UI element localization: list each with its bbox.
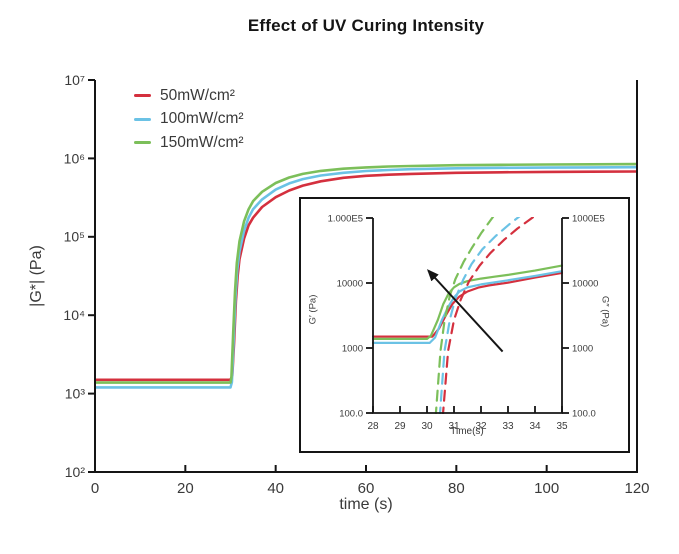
x-tick-label: 33: [502, 421, 514, 432]
inset-y-ticks: 100.0 100.0 1000 1000 10000 10000 1.000E5 1000E…: [328, 213, 605, 419]
x-tick-label: 40: [267, 480, 284, 497]
x-tick-label: 32: [475, 421, 487, 432]
x-tick-label: 28: [367, 421, 379, 432]
x-tick-label: 34: [529, 421, 541, 432]
y-tick-label-right: 1000: [572, 343, 593, 354]
y-tick-label: 1000: [342, 343, 363, 354]
inset-y-axis-label-left: G′ (Pa): [307, 294, 319, 325]
x-tick-label: 120: [624, 480, 649, 497]
curve-g-100mw-cm: [438, 217, 521, 414]
y-tick-label: 1.000E5: [328, 213, 363, 224]
x-tick-label: 0: [91, 480, 99, 497]
x-tick-label: 35: [556, 421, 568, 432]
chart-title: Effect of UV Curing Intensity: [247, 16, 485, 35]
inset-x-ticks: 28 29 30 31 32 33 34 35: [367, 406, 568, 432]
y-tick-label: 10²: [65, 464, 86, 480]
legend: 50mW/cm² 100mW/cm² 150mW/cm²: [134, 84, 244, 155]
legend-dash-green: [134, 141, 151, 145]
y-tick-label: 10⁶: [64, 150, 85, 166]
curve-g-150mw-cm: [434, 217, 495, 414]
inset-axes: [372, 218, 563, 414]
x-tick-label: 60: [358, 480, 375, 497]
main-curves: [94, 162, 638, 389]
x-tick-label: 20: [177, 480, 194, 497]
y-tick-label: 10⁴: [63, 307, 85, 323]
legend-item-100mw: 100mW/cm²: [134, 108, 244, 132]
y-tick-label-right: 100.0: [572, 408, 596, 419]
annotation-arrow: [426, 269, 504, 353]
x-tick-label: 80: [448, 480, 465, 497]
main-y-axis-label: |G*| (Pa): [28, 245, 45, 307]
curve-g-150mw-cm: [372, 264, 563, 340]
curve-150mw-cm: [94, 162, 638, 384]
y-tick-label-right: 1000E5: [572, 213, 605, 224]
legend-dash-red: [134, 94, 151, 98]
curve-g-50mw-cm: [441, 217, 536, 414]
y-tick-label-right: 10000: [572, 278, 598, 289]
inset-y-axis-label-right: G″ (Pa): [599, 295, 611, 328]
inset-chart: 100.0 100.0 1000 1000 10000 10000 1.000E5 1000E…: [299, 197, 630, 453]
x-tick-label: 30: [421, 421, 433, 432]
y-tick-label: 10⁷: [64, 72, 85, 88]
legend-item-50mw: 50mW/cm²: [134, 84, 244, 108]
inset-chart-svg: 100.0 100.0 1000 1000 10000 10000 1.000E5 1000E…: [328, 213, 605, 432]
y-tick-label: 10000: [337, 278, 363, 289]
x-tick-label: 29: [394, 421, 406, 432]
main-y-ticks: 10² 10³ 10⁴ 10⁵ 10⁶ 10⁷: [63, 72, 95, 480]
y-tick-label: 10³: [65, 386, 86, 402]
legend-dash-blue: [134, 117, 151, 121]
inset-curves: [372, 217, 563, 414]
legend-label: 100mW/cm²: [160, 110, 244, 128]
x-tick-label: 100: [534, 480, 559, 497]
inset-x-axis-label: Time(s): [450, 426, 484, 437]
main-x-ticks: 0 20 40 60 80 100 120: [91, 465, 650, 497]
legend-label: 50mW/cm²: [160, 86, 235, 104]
legend-label: 150mW/cm²: [160, 133, 244, 151]
y-tick-label: 10⁵: [64, 229, 85, 245]
main-x-axis-label: time (s): [339, 496, 393, 513]
legend-item-150mw: 150mW/cm²: [134, 131, 244, 155]
y-tick-label: 100.0: [339, 408, 363, 419]
x-tick-label: 31: [448, 421, 460, 432]
